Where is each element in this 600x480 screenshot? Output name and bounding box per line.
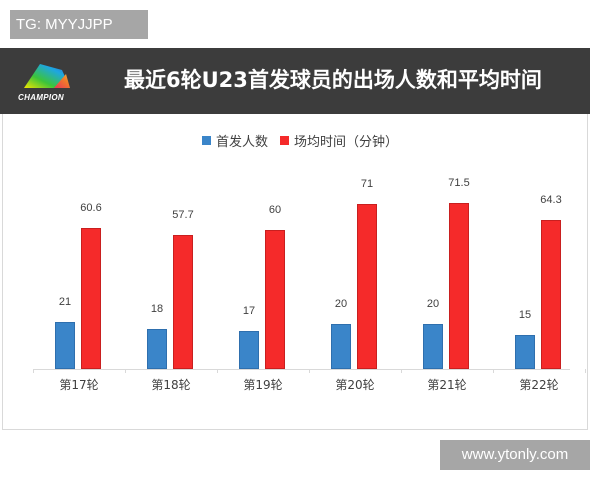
- bar-starters: [423, 324, 443, 369]
- x-axis-tick: [493, 369, 494, 373]
- x-axis-tick: [401, 369, 402, 373]
- x-axis-tick: [585, 369, 586, 373]
- data-label: 20: [334, 298, 348, 310]
- bar-avg-time: [357, 204, 377, 369]
- legend-item-starters: 首发人数: [201, 131, 268, 150]
- logo-icon: [24, 64, 70, 88]
- data-label: 71: [360, 178, 374, 190]
- bar-starters: [239, 331, 259, 369]
- legend-label: 场均时间（分钟）: [294, 134, 399, 150]
- legend-swatch-red: [280, 135, 289, 145]
- data-label: 17: [242, 305, 256, 317]
- x-axis-category-label: 第17轮: [59, 378, 99, 392]
- bar-avg-time: [265, 230, 285, 369]
- watermark: www.ytonly.com: [440, 440, 590, 470]
- bar-starters: [515, 335, 535, 369]
- x-axis-category-label: 第21轮: [427, 378, 467, 392]
- x-axis-category-label: 第20轮: [335, 378, 375, 392]
- data-label: 18: [150, 303, 164, 315]
- bar-starters: [147, 329, 167, 369]
- x-axis-tick: [33, 369, 34, 373]
- data-label: 21: [58, 296, 72, 308]
- x-axis-tick: [309, 369, 310, 373]
- data-label: 60.6: [80, 202, 102, 214]
- data-label: 15: [518, 309, 532, 321]
- logo-text: CHAMPION: [18, 93, 64, 102]
- x-axis-baseline: [33, 369, 570, 370]
- legend-swatch-blue: [201, 135, 211, 145]
- bar-avg-time: [173, 235, 193, 369]
- data-label: 20: [426, 298, 440, 310]
- chart-header: CHAMPION 最近6轮U23首发球员的出场人数和平均时间: [0, 48, 590, 114]
- bar-avg-time: [541, 220, 561, 369]
- data-label: 60: [268, 204, 282, 216]
- champion-logo: CHAMPION: [14, 56, 80, 106]
- x-axis-tick: [217, 369, 218, 373]
- x-axis-category-label: 第19轮: [243, 378, 283, 392]
- bar-starters: [331, 324, 351, 369]
- legend-label: 首发人数: [215, 134, 268, 150]
- legend: 首发人数 场均时间（分钟）: [0, 130, 600, 150]
- data-label: 64.3: [540, 194, 562, 206]
- data-label: 57.7: [172, 209, 194, 221]
- legend-item-avg-time: 场均时间（分钟）: [280, 131, 398, 150]
- x-axis-category-label: 第22轮: [519, 378, 559, 392]
- x-axis-tick: [125, 369, 126, 373]
- bar-avg-time: [81, 228, 101, 369]
- bar-starters: [55, 322, 75, 369]
- tag-label: TG: MYYJJPP: [10, 10, 148, 39]
- chart-title: 最近6轮U23首发球员的出场人数和平均时间: [124, 68, 542, 92]
- data-label: 71.5: [448, 177, 470, 189]
- x-axis-category-label: 第18轮: [151, 378, 191, 392]
- bar-avg-time: [449, 203, 469, 369]
